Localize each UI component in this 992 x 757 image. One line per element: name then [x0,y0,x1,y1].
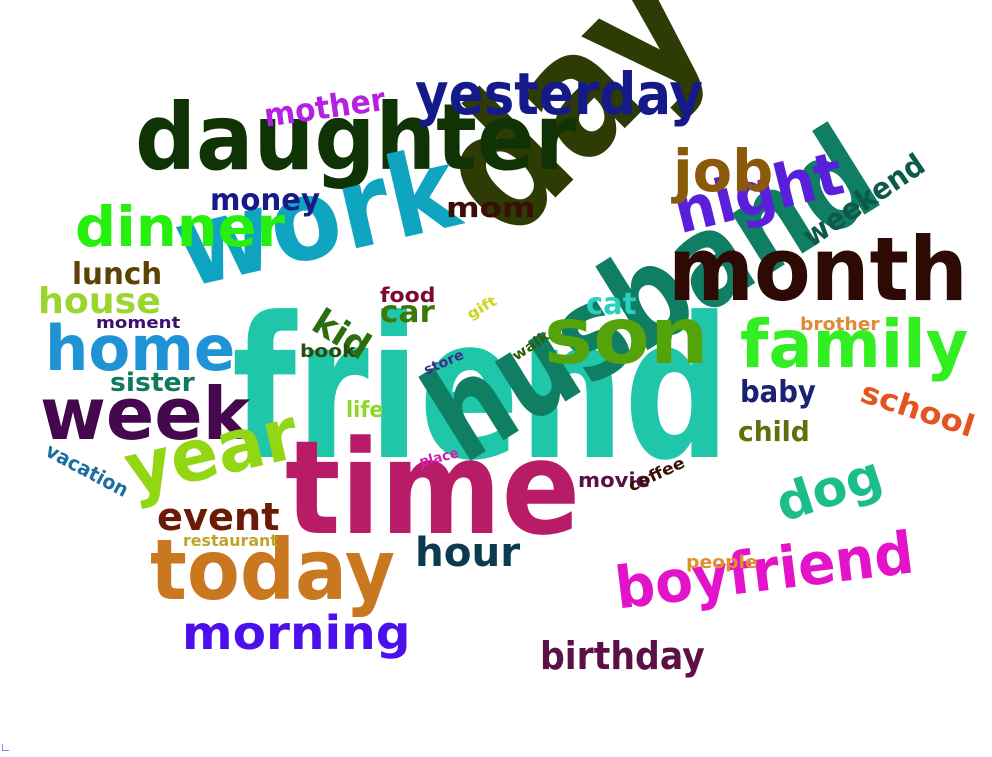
word-baby: baby [740,375,816,410]
word-home: home [45,312,236,385]
word-house: house [38,281,161,322]
word-car: car [380,295,435,330]
word-hour: hour [415,530,521,576]
word-today: today [150,521,395,619]
word-job: job [673,137,774,205]
word-restaurant: restaurant [183,531,278,550]
word-birthday: birthday [540,634,705,678]
word-week: week [40,372,251,456]
word-mom: mom [446,191,536,224]
word-brother: brother [800,314,880,335]
word-son: son [544,292,709,382]
word-month: month [668,218,968,321]
word-morning: morning [182,606,411,660]
word-life: life [346,398,384,423]
word-event: event [157,495,280,539]
word-boyfriend: boyfriend [611,518,918,623]
word-food: food [380,283,436,307]
word-child: child [738,415,810,448]
word-book: book [300,341,356,362]
word-school: school [856,375,979,445]
word-time: time [285,412,581,564]
word-dog: dog [768,444,890,534]
word-daughter: daughter [135,84,577,191]
word-money: money [210,183,321,218]
word-moment: moment [96,313,181,332]
word-dinner: dinner [75,195,286,259]
word-people: people [686,552,758,573]
word-cat: cat [586,287,637,322]
word-friend: friend [232,276,730,504]
word-sister: sister [110,368,195,398]
word-lunch: lunch [72,257,163,292]
word-yesterday: yesterday [415,60,704,128]
word-family: family [740,306,969,383]
word-movie: movie [578,468,651,492]
corner-mark [2,744,9,751]
